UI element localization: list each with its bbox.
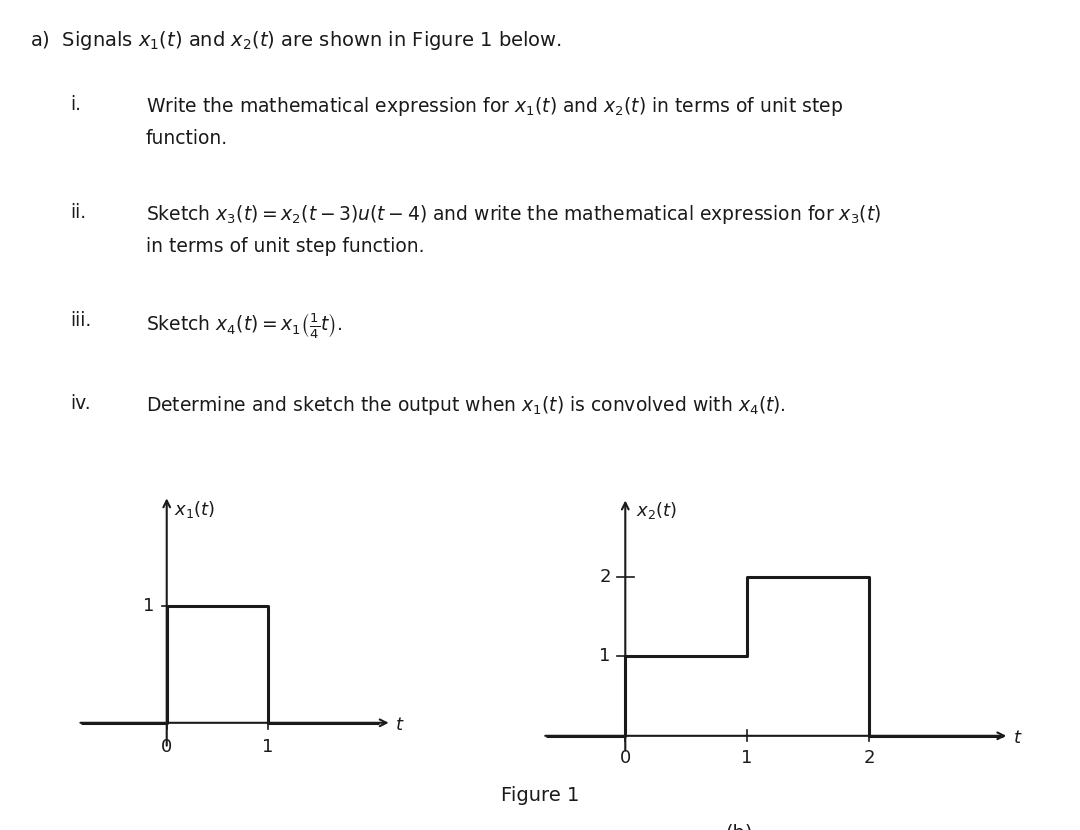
Text: $t$: $t$	[1013, 730, 1023, 747]
Text: $x_1(t)$: $x_1(t)$	[174, 499, 215, 520]
Text: (b): (b)	[726, 824, 754, 830]
Text: in terms of unit step function.: in terms of unit step function.	[146, 237, 424, 256]
Text: a)  Signals $x_1(t)$ and $x_2(t)$ are shown in Figure 1 below.: a) Signals $x_1(t)$ and $x_2(t)$ are sho…	[30, 29, 562, 52]
Text: function.: function.	[146, 129, 228, 148]
Text: Determine and sketch the output when $x_1(t)$ is convolved with $x_4(t)$.: Determine and sketch the output when $x_…	[146, 394, 785, 417]
Text: 2: 2	[863, 749, 875, 767]
Text: $t$: $t$	[394, 716, 404, 735]
Text: 1: 1	[599, 647, 610, 666]
Text: Figure 1: Figure 1	[501, 786, 579, 805]
Text: 0: 0	[620, 749, 631, 767]
Text: iv.: iv.	[70, 394, 91, 413]
Text: i.: i.	[70, 95, 81, 115]
Text: Sketch $x_3(t) = x_2(t-3)u(t-4)$ and write the mathematical expression for $x_3(: Sketch $x_3(t) = x_2(t-3)u(t-4)$ and wri…	[146, 203, 881, 227]
Text: Sketch $x_4(t) = x_1\left(\frac{1}{4}t\right)$.: Sketch $x_4(t) = x_1\left(\frac{1}{4}t\r…	[146, 311, 342, 340]
Text: $x_2(t)$: $x_2(t)$	[636, 500, 677, 521]
Text: 1: 1	[262, 738, 273, 756]
Text: iii.: iii.	[70, 311, 92, 330]
Text: 1: 1	[742, 749, 753, 767]
Text: Write the mathematical expression for $x_1(t)$ and $x_2(t)$ in terms of unit ste: Write the mathematical expression for $x…	[146, 95, 842, 119]
Text: 2: 2	[599, 568, 610, 586]
Text: 1: 1	[144, 598, 154, 615]
Text: 0: 0	[161, 738, 173, 756]
Text: ii.: ii.	[70, 203, 86, 222]
